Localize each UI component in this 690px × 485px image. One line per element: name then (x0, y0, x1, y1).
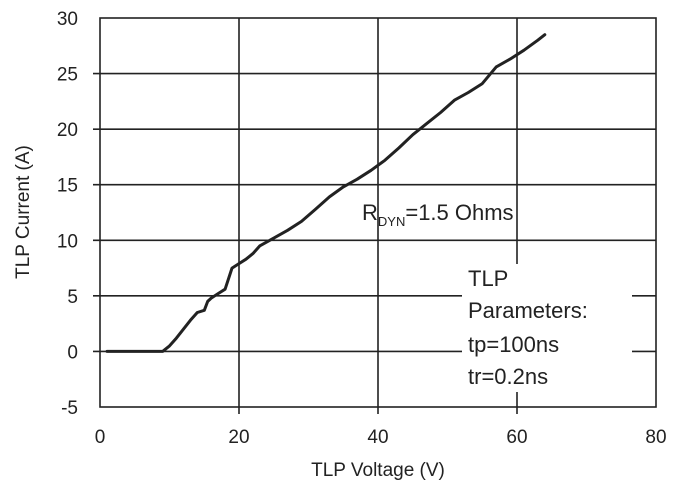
x-tick-label: 0 (95, 427, 106, 448)
plot-frame (99, 17, 657, 408)
x-axis-title: TLP Voltage (V) (311, 460, 445, 481)
y-tick-label: 25 (57, 65, 78, 86)
series-line (105, 33, 547, 353)
y-tick-label: 15 (57, 176, 78, 197)
tlp-parameters-line-4: tr=0.2ns (468, 364, 548, 389)
tlp-parameters-line-3: tp=100ns (468, 332, 559, 357)
y-tick-label: 5 (67, 287, 78, 308)
x-tick-label: 20 (228, 427, 249, 448)
y-tick-label: 30 (57, 9, 78, 30)
x-tick-labels: 0 20 40 60 80 (95, 427, 667, 448)
x-tick-label: 60 (506, 427, 527, 448)
tlp-parameters-line-1: TLP (468, 266, 508, 291)
y-tick-label: -5 (61, 398, 78, 419)
y-axis-title: TLP Current (A) (13, 145, 34, 279)
y-tick-label: 10 (57, 231, 78, 252)
rdyn-annotation: RDYN=1.5 Ohms (362, 200, 514, 229)
y-tick-label: 20 (57, 120, 78, 141)
rdyn-value: =1.5 Ohms (405, 200, 513, 225)
grid-lines (93, 18, 656, 414)
x-tick-label: 40 (367, 427, 388, 448)
tlp-parameters-box-bg (462, 264, 632, 392)
rdyn-subscript: DYN (378, 214, 405, 229)
rdyn-r: R (362, 200, 378, 225)
tlp-parameters-line-2: Parameters: (468, 298, 588, 323)
y-tick-labels: -5 0 5 10 15 20 25 30 (57, 9, 78, 419)
y-tick-label: 0 (67, 342, 78, 363)
x-tick-label: 80 (645, 427, 666, 448)
